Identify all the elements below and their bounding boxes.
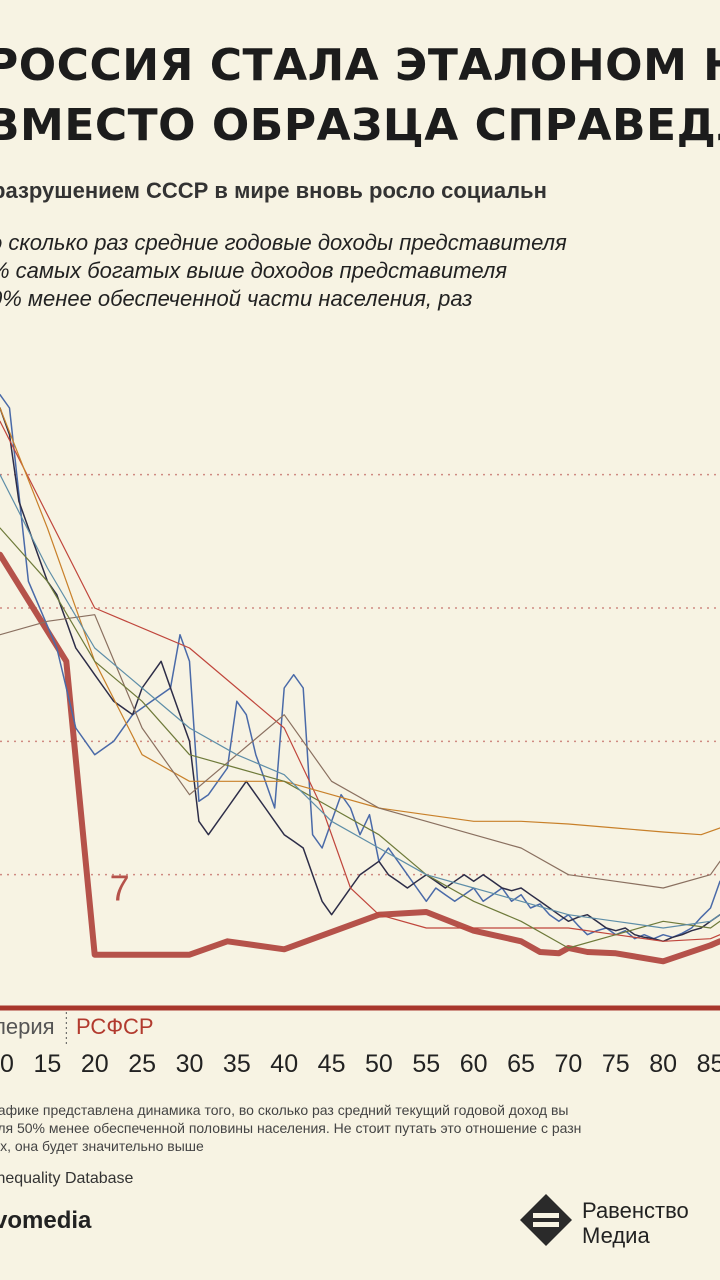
x-tick-label: 45 [318, 1050, 346, 1078]
period-label-rsfsr: РСФСР [76, 1014, 154, 1039]
subtitle: разрушением СССР в мире вновь росло соци… [0, 178, 547, 203]
source-label: Inequality Database [0, 1170, 134, 1187]
series-line-6 [0, 614, 720, 889]
x-tick-label: 15 [33, 1050, 61, 1078]
annotation-label: 7 [110, 868, 130, 909]
footnote-line-3: ых, она будет значительно выше [0, 1138, 204, 1154]
x-tick-label: 80 [649, 1050, 677, 1078]
description-line-3: 0% менее обеспеченной части населения, р… [0, 286, 473, 311]
logo-text-line-1: Равенство [582, 1198, 689, 1223]
series-line-3 [0, 407, 720, 943]
title-line-2: ВМЕСТО ОБРАЗЦА СПРАВЕДЛ [0, 100, 720, 151]
period-label-empire: перия [0, 1014, 55, 1039]
x-tick-label: 50 [365, 1050, 393, 1078]
footnote-line-1: рафике представлена динамика того, во ск… [0, 1102, 569, 1118]
x-tick-label: 55 [412, 1050, 440, 1078]
series-line-8 [0, 474, 720, 929]
x-tick-label: 10 [0, 1050, 14, 1078]
series-line-7 [0, 527, 720, 949]
x-tick-label: 35 [223, 1050, 251, 1078]
x-tick-label: 75 [602, 1050, 630, 1078]
series-line-4 [0, 420, 720, 942]
series-line-1 [0, 551, 720, 965]
x-tick-label: 60 [460, 1050, 488, 1078]
title-line-1: РОССИЯ СТАЛА ЭТАЛОНОМ Н [0, 40, 720, 91]
description-line-1: о сколько раз средние годовые доходы пре… [0, 230, 567, 255]
series-line-5 [0, 407, 720, 836]
brand-label: vomedia [0, 1207, 92, 1234]
ravenstvo-logo-icon [520, 1194, 572, 1246]
x-tick-label: 30 [176, 1050, 204, 1078]
x-tick-label: 85 [697, 1050, 720, 1078]
description-line-2: % самых богатых выше доходов представите… [0, 258, 508, 283]
x-tick-label: 25 [128, 1050, 156, 1078]
x-tick-label: 65 [507, 1050, 535, 1078]
series-line-2 [0, 393, 720, 940]
x-tick-label: 40 [270, 1050, 298, 1078]
logo-text: Равенство Медиа [582, 1198, 689, 1248]
x-tick-label: 20 [81, 1050, 109, 1078]
footnote-line-2: еля 50% менее обеспеченной половины насе… [0, 1120, 582, 1136]
x-tick-label: 70 [555, 1050, 583, 1078]
logo-text-line-2: Медиа [582, 1223, 650, 1248]
